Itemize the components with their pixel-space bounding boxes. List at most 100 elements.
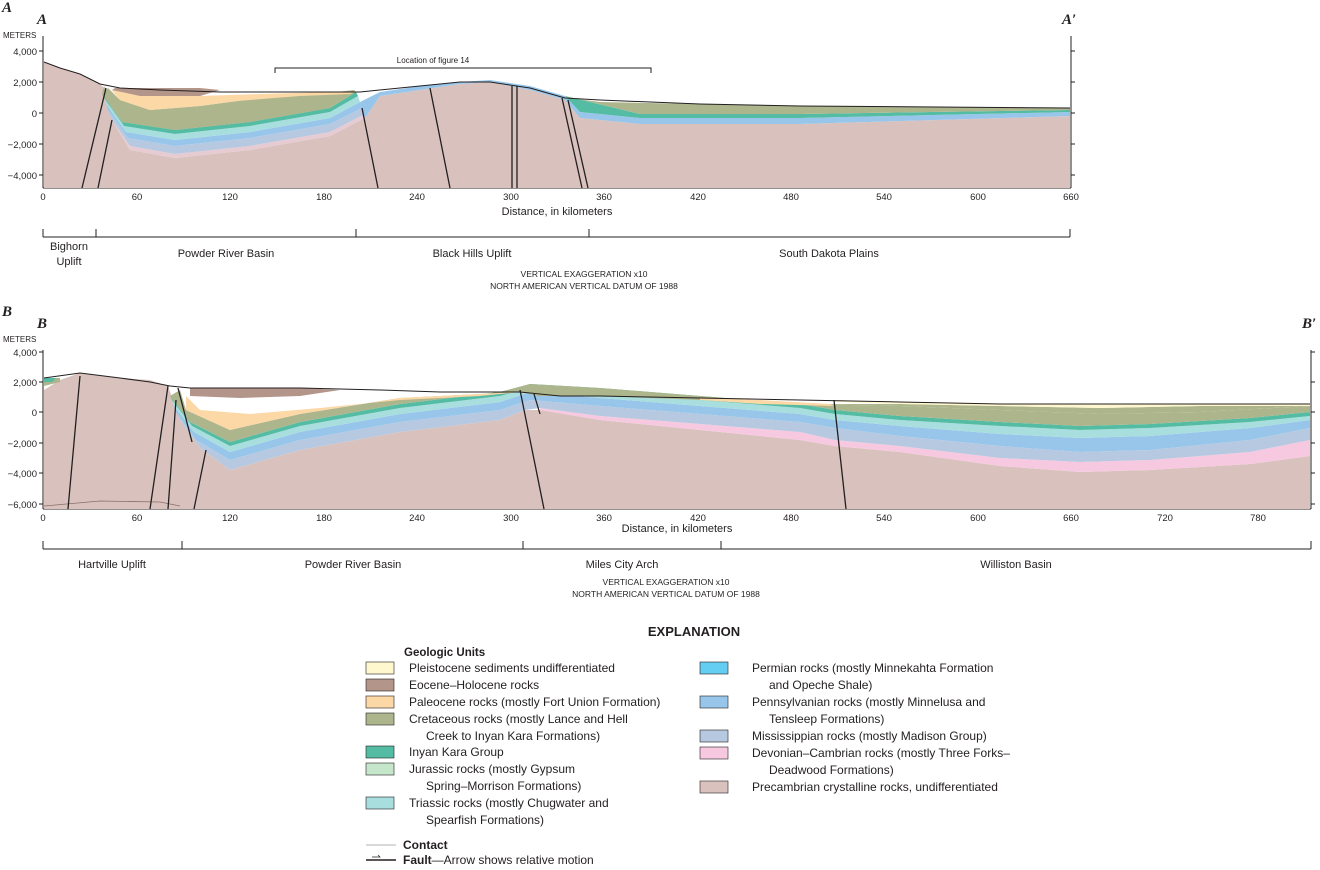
x-tick-label: 300 xyxy=(503,192,519,203)
geologic-units-heading: Geologic Units xyxy=(404,647,485,659)
panel-b-datum: NORTH AMERICAN VERTICAL DATUM OF 1988 xyxy=(572,589,760,599)
swatch-inyan-kara xyxy=(365,745,395,759)
unit-label-continued: Spearfish Formations) xyxy=(426,813,544,827)
explanation-title: EXPLANATION xyxy=(648,624,740,639)
fault-line-a8 xyxy=(567,99,589,189)
figure-14-bracket xyxy=(274,67,652,73)
fault-line-b2 xyxy=(149,385,169,510)
panel-b-region-bracket xyxy=(42,541,1312,550)
x-tick-label: 120 xyxy=(222,513,238,524)
x-tick-label: 720 xyxy=(1157,513,1173,524)
fault-line-a2 xyxy=(97,119,113,189)
paleocene-body-a xyxy=(112,90,355,110)
swatch-mississippian xyxy=(699,729,729,743)
x-tick-label: 60 xyxy=(132,513,143,524)
unit-label: Triassic rocks (mostly Chugwater and xyxy=(409,796,609,810)
x-tick-label: 540 xyxy=(876,192,892,203)
region-powder-river-basin-a: Powder River Basin xyxy=(178,248,275,260)
inyan-kara-east-a xyxy=(565,96,1070,118)
panel-b-faults xyxy=(67,375,847,510)
mississippian-a xyxy=(108,108,365,154)
panel-a-region-bracket xyxy=(42,229,1071,238)
fault-line-a7 xyxy=(561,97,583,189)
mississippian-b xyxy=(176,400,1310,470)
swatch-cretaceous xyxy=(365,712,395,726)
triassic-jurassic-a xyxy=(104,96,360,140)
panel-b-letter: B xyxy=(1,304,12,320)
unit-label-continued: Spring–Morrison Formations) xyxy=(426,779,581,793)
unit-label: Inyan Kara Group xyxy=(409,745,504,759)
swatch-triassic xyxy=(365,796,395,810)
swatch-pleistocene xyxy=(365,661,395,675)
region-williston-basin: Williston Basin xyxy=(980,559,1052,571)
unit-label: Pleistocene sediments undifferentiated xyxy=(409,661,615,675)
x-tick-label: 660 xyxy=(1063,192,1079,203)
unit-label-continued: and Opeche Shale) xyxy=(769,678,872,692)
panel-a-vertical-exaggeration: VERTICAL EXAGGERATION x10 xyxy=(521,269,648,279)
unit-label-continued: Creek to Inyan Kara Formations) xyxy=(426,729,600,743)
west-wedge-green-b xyxy=(44,378,56,382)
x-tick-label: 480 xyxy=(783,192,799,203)
panel-a-datum: NORTH AMERICAN VERTICAL DATUM OF 1988 xyxy=(490,281,678,291)
swatch-permian xyxy=(699,661,729,675)
region-miles-city-arch: Miles City Arch xyxy=(586,559,659,571)
x-tick-label: 240 xyxy=(409,513,425,524)
x-tick-label: 240 xyxy=(409,192,425,203)
y-tick-label: −2,000 xyxy=(8,439,37,450)
fault-description: —Arrow shows relative motion xyxy=(432,853,594,867)
panel-a-letter: A xyxy=(1,0,12,16)
paleocene-b xyxy=(186,392,520,430)
unit-label: Permian rocks (mostly Minnekahta Formati… xyxy=(752,661,993,675)
region-powder-river-basin-b: Powder River Basin xyxy=(305,559,402,571)
region-bighorn-line2: Uplift xyxy=(56,256,81,268)
unit-label: Cretaceous rocks (mostly Lance and Hell xyxy=(409,712,628,726)
pennsylvanian-b xyxy=(174,392,1310,460)
panel-b-vertical-exaggeration: VERTICAL EXAGGERATION x10 xyxy=(603,577,730,587)
x-tick-label: 360 xyxy=(596,192,612,203)
region-bighorn-line1: Bighorn xyxy=(50,241,88,253)
fault-line-b4 xyxy=(177,387,193,443)
x-tick-label: 480 xyxy=(783,513,799,524)
panel-b-strata xyxy=(43,372,1310,509)
fault-line-a4 xyxy=(429,87,451,189)
x-tick-label: 120 xyxy=(222,192,238,203)
section-a-end-label: A′ xyxy=(1061,12,1076,28)
explanation: EXPLANATION Geologic Units Pleistocene s… xyxy=(365,624,1010,867)
y-tick-label: 2,000 xyxy=(13,378,37,389)
pennsylvanian-black-hills-a xyxy=(360,80,1070,124)
unit-label-continued: Tensleep Formations) xyxy=(769,712,884,726)
unit-label: Mississippian rocks (mostly Madison Grou… xyxy=(752,729,987,743)
fault-line-b6 xyxy=(519,389,545,510)
paleocene-east-b xyxy=(700,398,834,406)
fault-line-b5 xyxy=(193,449,207,510)
fault-line-b8 xyxy=(833,399,847,510)
x-tick-label: 180 xyxy=(316,192,332,203)
panel-a-y-ticks: 4,000 2,000 0 −2,000 −4,000 xyxy=(8,47,1075,182)
swatch-paleocene xyxy=(365,695,395,709)
swatch-pennsylvanian xyxy=(699,695,729,709)
panel-b: B B B′ METERS xyxy=(1,304,1316,599)
section-b-end-label: B′ xyxy=(1301,316,1316,332)
swatch-devonian-cambrian xyxy=(699,746,729,760)
eocene-holocene-a xyxy=(112,88,220,96)
unit-label: Jurassic rocks (mostly Gypsum xyxy=(409,762,575,776)
x-tick-label: 660 xyxy=(1063,513,1079,524)
x-tick-label: 300 xyxy=(503,513,519,524)
triassic-b xyxy=(172,388,1310,452)
region-black-hills-uplift: Black Hills Uplift xyxy=(433,248,512,260)
x-tick-label: 600 xyxy=(970,513,986,524)
panel-b-units-label: METERS xyxy=(3,335,36,344)
x-tick-label: 0 xyxy=(40,192,45,203)
cretaceous-west-a xyxy=(104,88,354,130)
section-b-start-label: B xyxy=(36,316,47,332)
y-tick-label: −2,000 xyxy=(8,140,37,151)
panel-a-strata xyxy=(43,61,1071,188)
y-tick-label: −4,000 xyxy=(8,469,37,480)
y-tick-label: −6,000 xyxy=(8,500,37,511)
fault-legend-text: Fault—Arrow shows relative motion xyxy=(403,853,594,867)
cretaceous-upper-b xyxy=(520,392,1310,414)
devonian-thin-b xyxy=(540,408,835,446)
unit-label: Eocene–Holocene rocks xyxy=(409,678,539,692)
panel-a-units-label: METERS xyxy=(3,31,36,40)
